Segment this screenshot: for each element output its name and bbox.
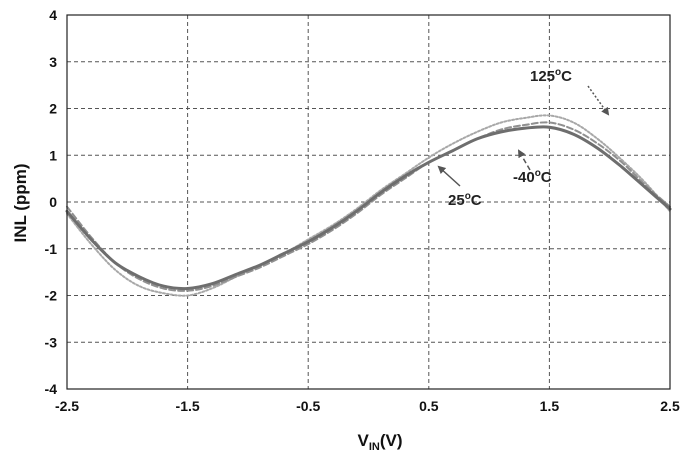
y-tick-label: -3 — [45, 334, 58, 350]
annotation-25c-value: 25 — [448, 192, 465, 209]
series-layer — [65, 114, 672, 297]
annotation-125c: 125oC — [530, 67, 572, 85]
x-axis-label-subscript: IN — [369, 441, 380, 452]
annotation-minus40c-arrow — [517, 149, 531, 171]
annotation-125c-value: 125 — [530, 68, 555, 85]
annotation-25c: 25oC — [448, 191, 482, 209]
x-tick-label: 2.5 — [660, 398, 680, 414]
x-tick-label: -0.5 — [296, 398, 320, 414]
y-tick-label: 1 — [49, 147, 57, 163]
series-line-solid — [65, 125, 672, 291]
y-axis-label: INL (ppm) — [11, 163, 30, 242]
annotation-25c-arrow — [437, 165, 461, 187]
annotation-minus40c-unit: C — [541, 169, 552, 186]
series-line-dotted — [66, 114, 671, 297]
annotation-minus40c-degree: o — [535, 168, 541, 179]
y-tick-label: -2 — [45, 288, 58, 304]
y-tick-label: -4 — [45, 381, 58, 397]
x-tick-label: 1.5 — [540, 398, 560, 414]
x-tick-label: 0.5 — [419, 398, 439, 414]
y-tick-label: -1 — [45, 241, 58, 257]
grid — [67, 15, 670, 389]
x-tick-label: -1.5 — [176, 398, 200, 414]
annotation-25c-unit: C — [471, 192, 482, 209]
annotation-125c-unit: C — [561, 68, 572, 85]
x-axis-label-main: V — [357, 431, 369, 450]
x-tick-label: -2.5 — [55, 398, 79, 414]
annotation-minus40c-value: -40 — [513, 169, 535, 186]
plot-frame — [66, 14, 671, 390]
annotation-125c-degree: o — [555, 67, 561, 78]
annotation-25c-degree: o — [465, 191, 471, 202]
y-tick-label: 4 — [49, 7, 57, 23]
x-axis-label-unit: (V) — [380, 431, 403, 450]
series-line-dashed — [66, 121, 671, 292]
y-tick-label: 0 — [49, 194, 57, 210]
y-tick-label: 2 — [49, 101, 57, 117]
annotation-minus40c: -40oC — [513, 168, 552, 186]
annotation-125c-arrow — [587, 85, 610, 116]
y-tick-label: 3 — [49, 54, 57, 70]
tick-labels: -2.5 -1.5 -0.5 0.5 1.5 2.5 -4 -3 -2 -1 0 1 2 3 4 — [45, 7, 680, 414]
x-axis-label: VIN(V) — [357, 431, 402, 452]
